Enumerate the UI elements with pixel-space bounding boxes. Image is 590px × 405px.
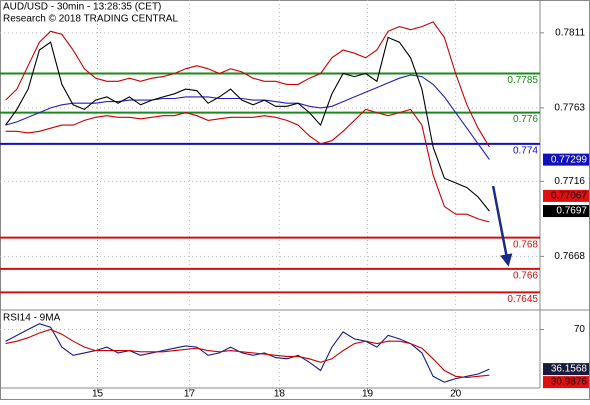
indicator-title: RSI14 - 9MA <box>3 313 61 324</box>
x-tick-label: 15 <box>92 389 104 400</box>
forecast-arrow <box>491 185 513 267</box>
series-line <box>5 74 490 160</box>
x-tick-label: 20 <box>450 389 462 400</box>
price-tag <box>543 205 589 218</box>
level-label: 0.774 <box>513 145 538 156</box>
series-line <box>5 328 490 379</box>
y-tick-label: 0.7716 <box>554 176 585 187</box>
chart-title: AUD/USD - 30min - 13:28:35 (CET) <box>3 2 161 13</box>
y-tick-label: 0.7668 <box>554 251 585 262</box>
price-tag-label: 0.7697 <box>556 206 587 217</box>
series-line <box>5 36 490 212</box>
series-line <box>5 108 490 223</box>
chart-subtitle: Research © 2018 TRADING CENTRAL <box>3 14 178 25</box>
price-tag-label: 0.77067 <box>551 191 588 202</box>
price-tag <box>543 363 589 376</box>
y-tick-label: 0.7811 <box>555 27 585 38</box>
level-label: 0.768 <box>513 239 538 250</box>
x-tick-label: 17 <box>184 389 196 400</box>
level-label: 0.7645 <box>507 294 538 305</box>
x-tick-label: 19 <box>362 389 374 400</box>
price-tag-label: 0.77299 <box>551 154 588 165</box>
y-tick-label: 70 <box>574 324 586 335</box>
price-tag <box>543 376 589 389</box>
level-label: 0.766 <box>513 271 538 282</box>
series-line <box>5 21 490 148</box>
level-label: 0.7785 <box>507 75 538 86</box>
price-tag <box>543 153 589 166</box>
price-tag-label: 30.9876 <box>551 377 588 388</box>
y-tick-label: 0.7763 <box>554 103 585 114</box>
x-tick-label: 18 <box>274 389 286 400</box>
price-tag-label: 36.1568 <box>551 364 588 375</box>
price-tag <box>543 189 589 202</box>
level-label: 0.776 <box>513 114 538 125</box>
